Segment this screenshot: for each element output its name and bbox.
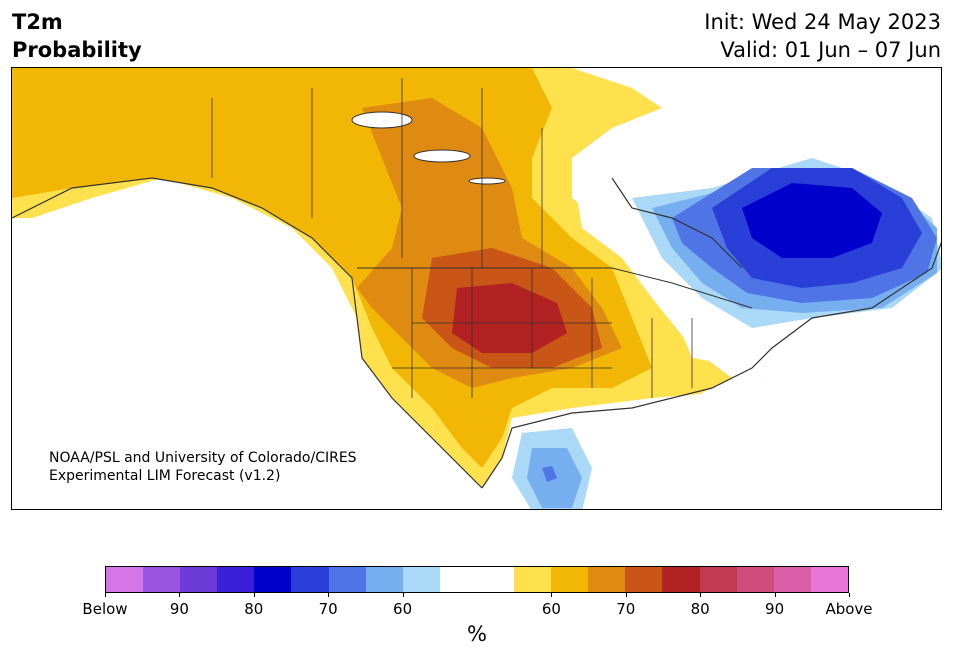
colorbar-tick-label: 80 — [244, 600, 264, 618]
colorbar-tick-label: 90 — [765, 600, 785, 618]
colorbar-tick-label: 70 — [318, 600, 338, 618]
colorbar-segment — [662, 567, 700, 592]
colorbar-segment — [106, 567, 144, 592]
colorbar-segment — [180, 567, 218, 592]
map-title: T2m Probability — [12, 8, 142, 64]
colorbar-segment — [143, 567, 181, 592]
hudson-bay-coast — [611, 177, 743, 269]
valid-range: Valid: 01 Jun – 07 Jun — [720, 38, 941, 62]
colorbar-tick-mark — [849, 593, 850, 597]
above-80-region — [452, 283, 567, 353]
colorbar-segment — [365, 567, 403, 592]
colorbar-tick-mark — [253, 593, 255, 597]
colorbar-tick-label: 60 — [541, 600, 561, 618]
title-line-2: Probability — [12, 38, 142, 62]
colorbar-segment — [328, 567, 366, 592]
below-80-region — [742, 183, 882, 258]
date-info: Init: Wed 24 May 2023 Valid: 01 Jun – 07… — [704, 8, 941, 64]
colorbar-tick-mark — [551, 593, 553, 597]
colorbar-tick-label: Below — [82, 600, 128, 618]
credit-line-2: Experimental LIM Forecast (v1.2) — [49, 468, 281, 484]
below-gulf-core — [542, 466, 557, 482]
colorbar-segment — [254, 567, 292, 592]
neutral-east-region — [532, 168, 792, 509]
colorbar-tick-label: 90 — [169, 600, 189, 618]
colorbar-segment — [514, 567, 552, 592]
colorbar-segment — [736, 567, 774, 592]
colorbar-tick-mark — [774, 593, 776, 597]
colorbar-tick-mark — [700, 593, 702, 597]
colorbar-segment — [439, 567, 515, 592]
colorbar-segment — [551, 567, 589, 592]
colorbar-segment — [588, 567, 626, 592]
colorbar-segment — [291, 567, 329, 592]
colorbar-tick-label: 70 — [616, 600, 636, 618]
colorbar-segment — [402, 567, 440, 592]
colorbar-tick-label: 80 — [690, 600, 710, 618]
colorbar-unit: % — [467, 622, 487, 646]
title-line-1: T2m — [12, 10, 63, 34]
colorbar-segment — [625, 567, 663, 592]
init-date: Init: Wed 24 May 2023 — [704, 10, 941, 34]
colorbar-tick-label: Above — [825, 600, 873, 618]
forecast-map — [11, 67, 942, 510]
colorbar-tick-mark — [625, 593, 627, 597]
colorbar-tick-mark — [179, 593, 181, 597]
colorbar-segment — [810, 567, 848, 592]
great-slave-lake — [413, 149, 471, 163]
colorbar-segment — [699, 567, 737, 592]
colorbar-tick-label: 60 — [393, 600, 413, 618]
credit-text: NOAA/PSL and University of Colorado/CIRE… — [49, 449, 357, 485]
colorbar-tick-mark — [402, 593, 404, 597]
coastline-east — [481, 241, 941, 489]
colorbar-segment — [217, 567, 255, 592]
coastline-west — [12, 177, 483, 489]
lake-athabasca — [468, 177, 506, 185]
colorbar — [105, 566, 849, 593]
above-60-north-patch — [112, 68, 312, 98]
great-bear-lake — [351, 111, 413, 129]
state-lines — [211, 78, 693, 398]
colorbar-tick-mark — [105, 593, 106, 597]
colorbar-tick-mark — [328, 593, 330, 597]
colorbar-segment — [773, 567, 811, 592]
us-canada-border — [357, 267, 753, 309]
probability-map-svg — [12, 68, 941, 509]
credit-line-1: NOAA/PSL and University of Colorado/CIRE… — [49, 450, 357, 466]
